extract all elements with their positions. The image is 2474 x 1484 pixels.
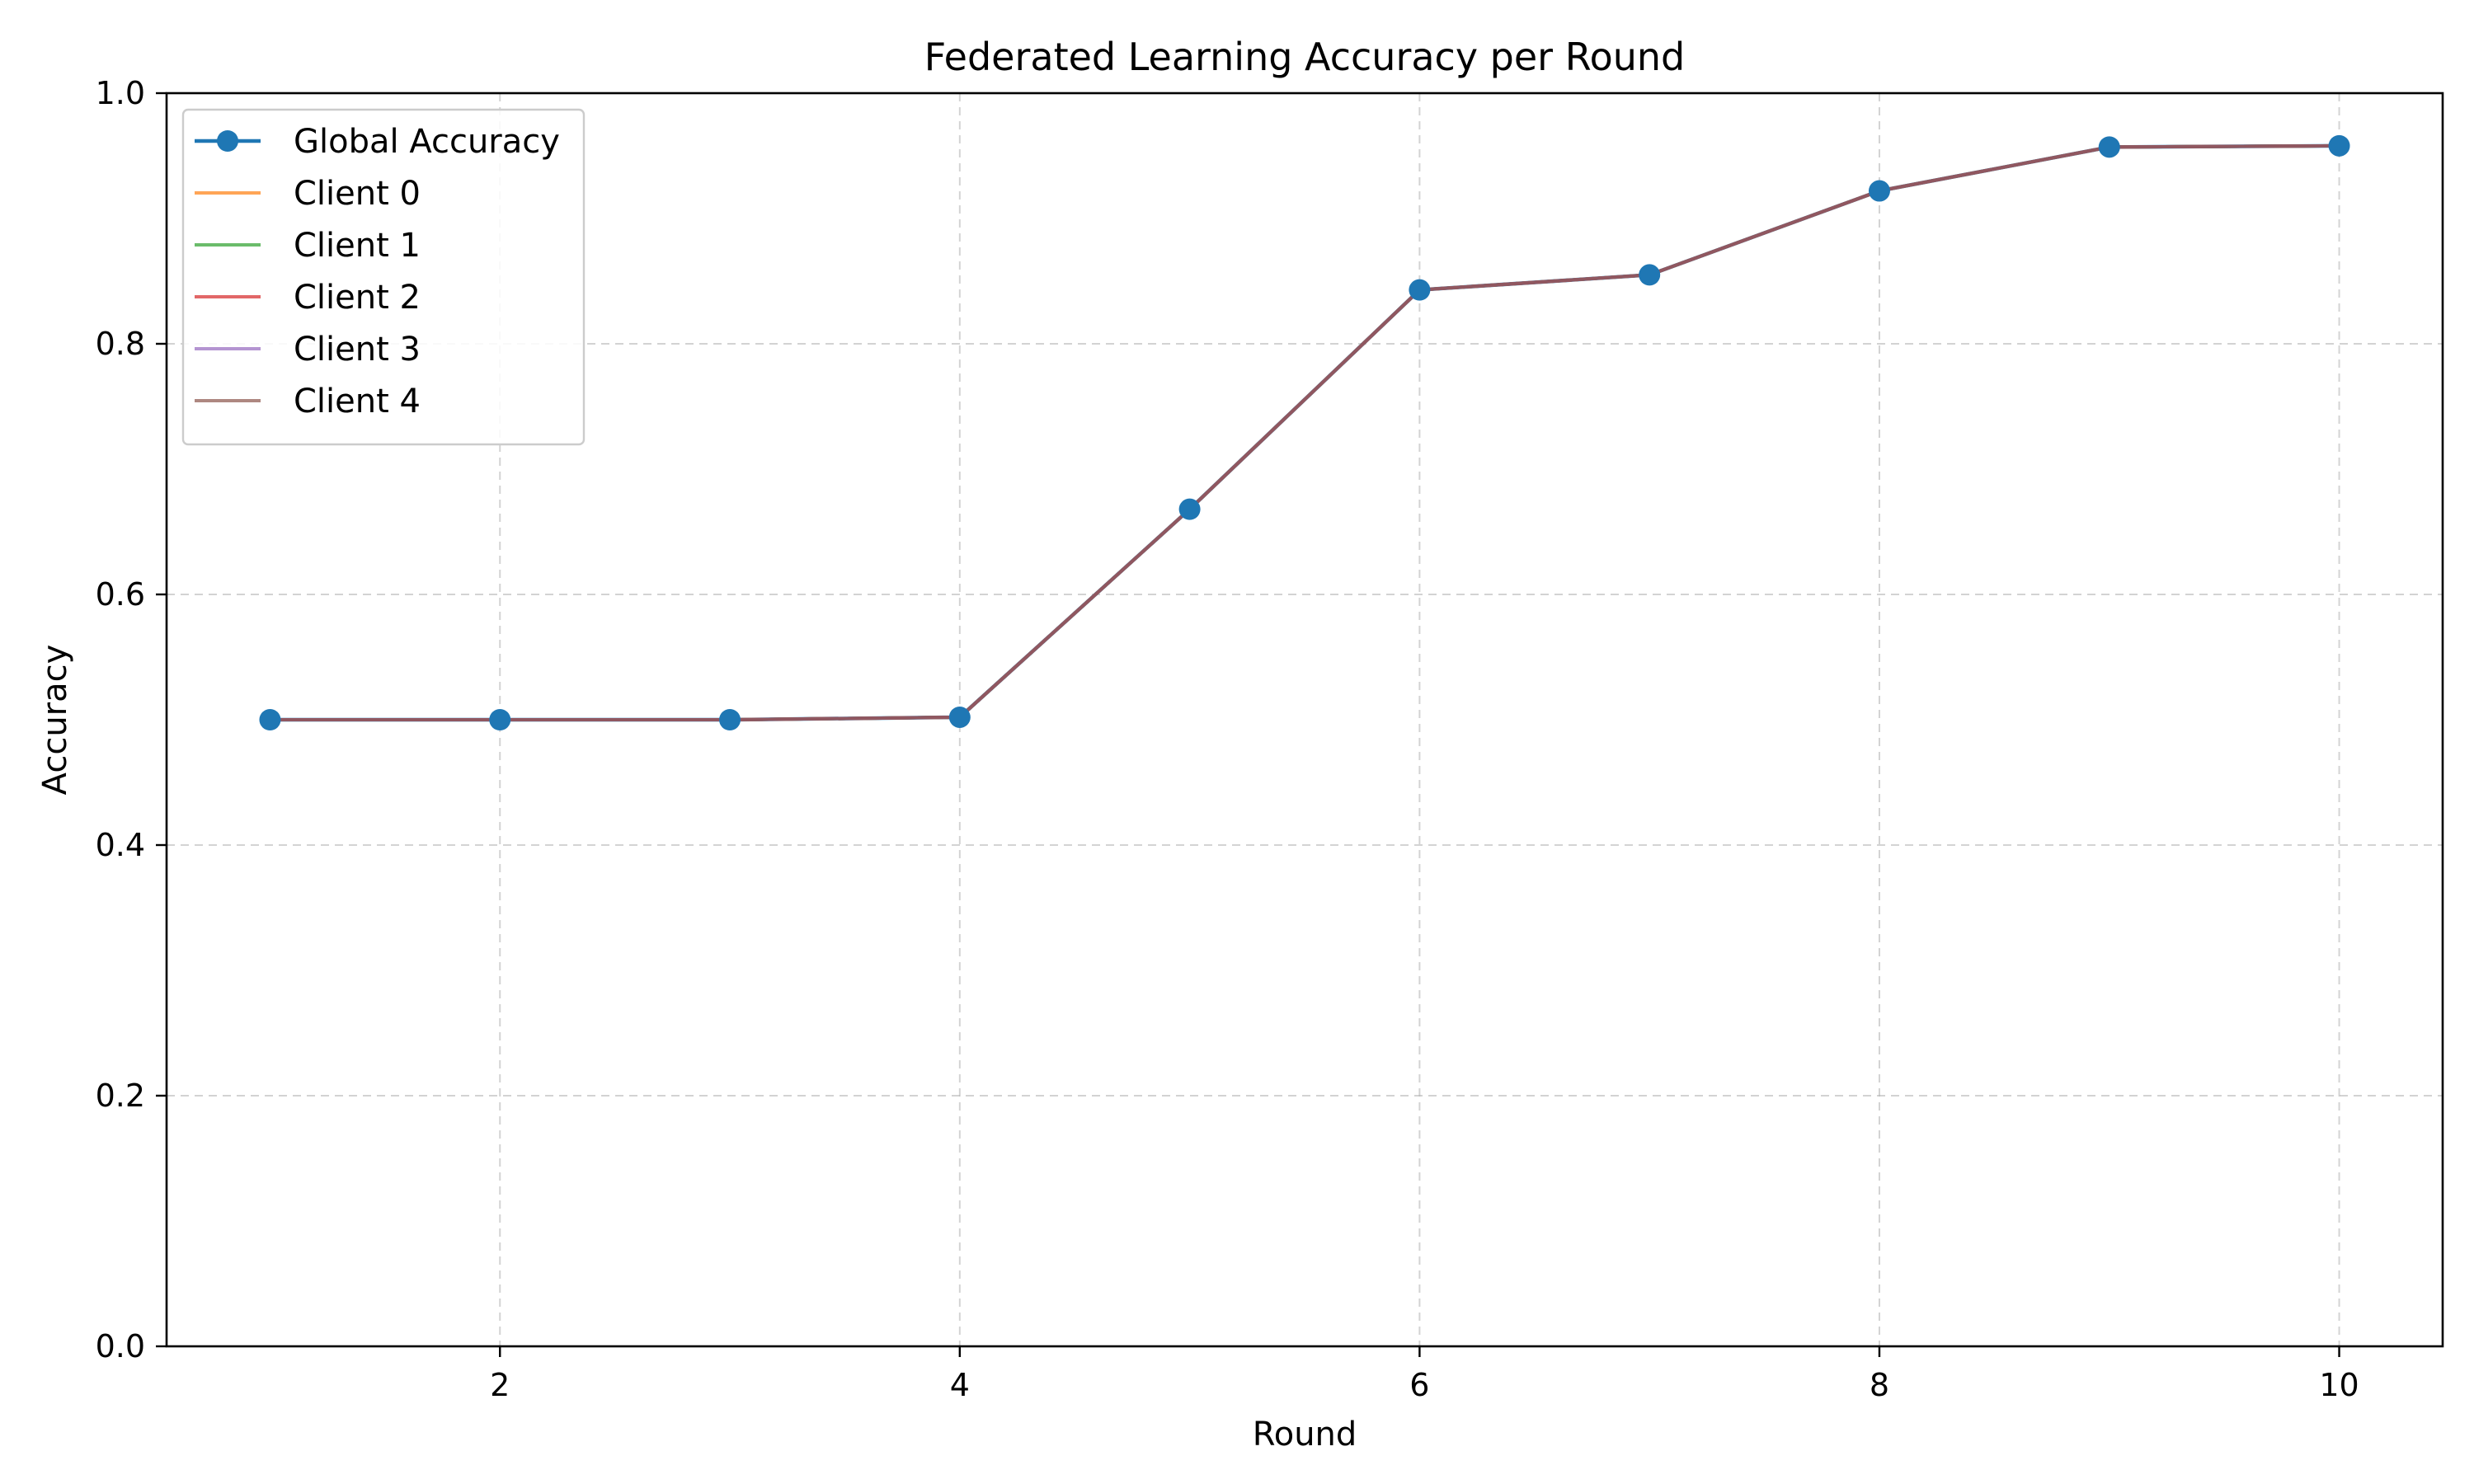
y-tick-label: 0.4 (96, 827, 145, 863)
data-point (1409, 279, 1431, 301)
legend-label: Client 1 (294, 227, 421, 265)
data-point (1868, 180, 1890, 202)
y-tick-label: 0.0 (96, 1328, 145, 1364)
legend-marker (217, 130, 238, 152)
x-tick-label: 10 (2319, 1367, 2359, 1403)
x-axis-label: Round (1253, 1416, 1357, 1453)
y-tick-label: 1.0 (96, 75, 145, 111)
data-point (719, 709, 741, 730)
legend-box (181, 108, 586, 446)
y-tick-label: 0.6 (96, 576, 145, 613)
chart-title: Federated Learning Accuracy per Round (924, 35, 1686, 79)
data-point (489, 709, 511, 730)
x-tick-label: 2 (490, 1367, 510, 1403)
legend-label: Global Accuracy (294, 123, 560, 161)
plot-frame (165, 92, 2444, 1348)
data-point (1639, 264, 1661, 286)
x-tick-label: 8 (1870, 1367, 1889, 1403)
data-point (948, 706, 971, 728)
y-axis-label: Accuracy (36, 645, 74, 796)
data-point (1178, 498, 1201, 520)
x-tick-label: 4 (950, 1367, 970, 1403)
legend-label: Client 3 (294, 331, 421, 369)
legend-label: Client 0 (294, 175, 421, 213)
legend-label: Client 2 (294, 279, 421, 317)
y-tick-label: 0.2 (96, 1078, 145, 1114)
data-point (2328, 134, 2350, 157)
axis-ticks: 2 4 6 8 10 0.0 0.2 0.4 0.6 0.8 1.0 (96, 75, 2359, 1403)
legend: Global Accuracy Client 0 Client 1 Client 2 C… (181, 108, 586, 446)
series-lines (259, 134, 2350, 730)
legend-label: Client 4 (294, 383, 421, 420)
x-tick-label: 6 (1409, 1367, 1429, 1403)
data-point (259, 709, 281, 730)
data-point (2098, 136, 2120, 158)
y-tick-label: 0.8 (96, 326, 145, 362)
series-line-5 (268, 143, 2341, 721)
